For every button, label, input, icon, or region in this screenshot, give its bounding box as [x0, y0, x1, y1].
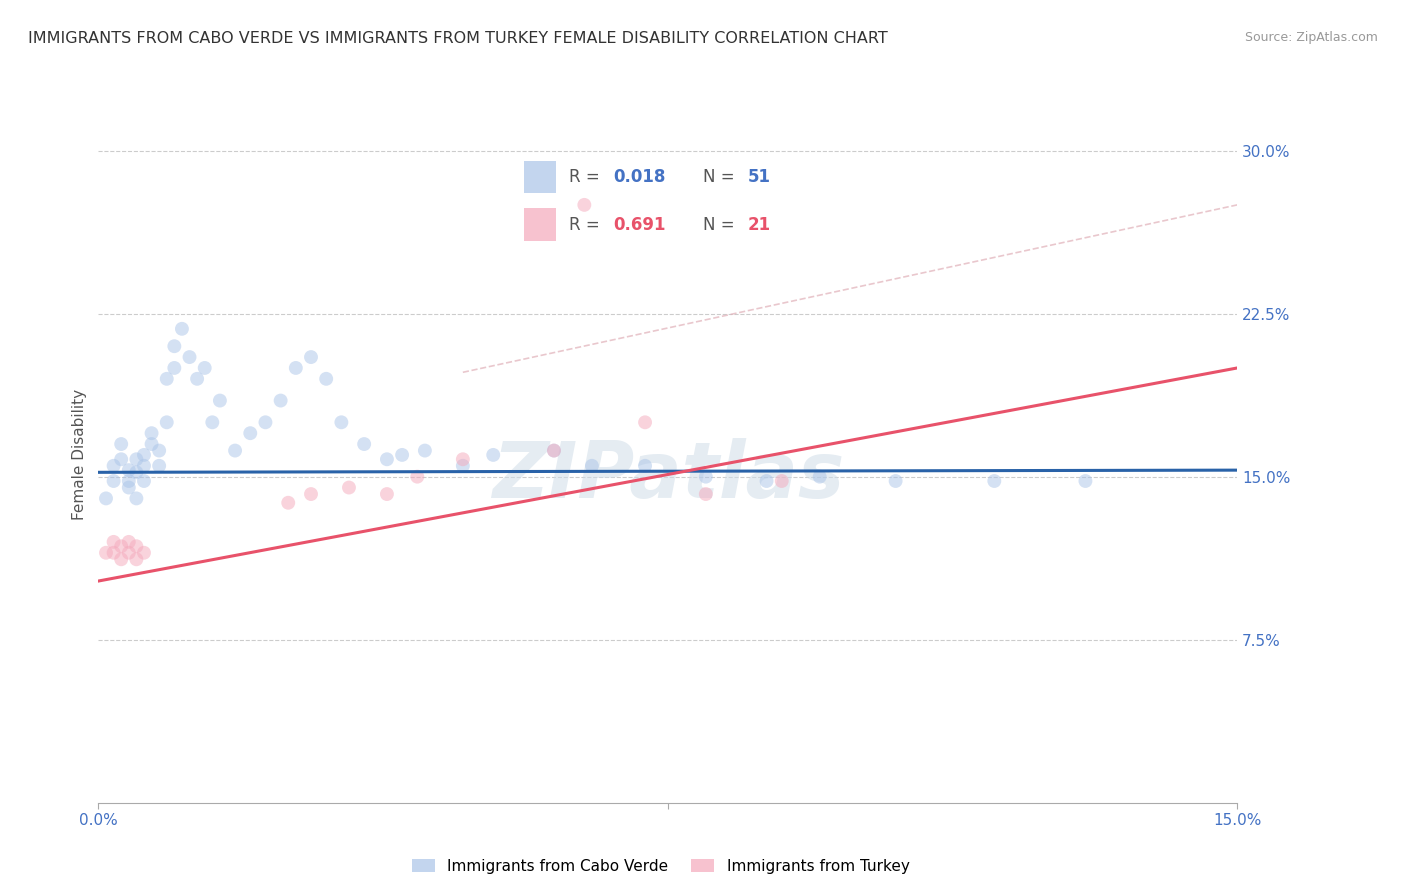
Point	[118, 463, 141, 477]
Point	[755, 474, 778, 488]
Point	[125, 452, 148, 467]
Legend: Immigrants from Cabo Verde, Immigrants from Turkey: Immigrants from Cabo Verde, Immigrants f…	[406, 853, 915, 880]
Point	[1074, 474, 1097, 488]
Point	[163, 339, 186, 353]
Point	[110, 552, 132, 566]
Point	[808, 469, 831, 483]
Point	[543, 443, 565, 458]
Point	[125, 552, 148, 566]
Point	[239, 426, 262, 441]
Point	[451, 452, 474, 467]
Point	[299, 487, 322, 501]
Text: Source: ZipAtlas.com: Source: ZipAtlas.com	[1244, 31, 1378, 45]
Point	[148, 458, 170, 473]
Point	[110, 539, 132, 553]
Point	[118, 546, 141, 560]
Point	[125, 491, 148, 506]
Point	[141, 437, 163, 451]
Point	[132, 458, 155, 473]
Point	[330, 415, 353, 429]
Point	[103, 474, 125, 488]
Point	[983, 474, 1005, 488]
Point	[277, 496, 299, 510]
Point	[118, 534, 141, 549]
Point	[118, 481, 141, 495]
Point	[179, 350, 201, 364]
Point	[451, 458, 474, 473]
Point	[163, 360, 186, 375]
Point	[375, 452, 398, 467]
Text: IMMIGRANTS FROM CABO VERDE VS IMMIGRANTS FROM TURKEY FEMALE DISABILITY CORRELATI: IMMIGRANTS FROM CABO VERDE VS IMMIGRANTS…	[28, 31, 887, 46]
Point	[132, 546, 155, 560]
Point	[375, 487, 398, 501]
Point	[118, 474, 141, 488]
Point	[141, 426, 163, 441]
Point	[148, 443, 170, 458]
Point	[103, 458, 125, 473]
Point	[770, 474, 793, 488]
Point	[224, 443, 246, 458]
Point	[156, 372, 179, 386]
Y-axis label: Female Disability: Female Disability	[72, 389, 87, 521]
Point	[94, 546, 117, 560]
Point	[110, 437, 132, 451]
Point	[103, 534, 125, 549]
Point	[284, 360, 307, 375]
Point	[270, 393, 292, 408]
Point	[581, 458, 603, 473]
Point	[884, 474, 907, 488]
Point	[695, 469, 717, 483]
Point	[94, 491, 117, 506]
Point	[391, 448, 413, 462]
Point	[132, 474, 155, 488]
Point	[299, 350, 322, 364]
Text: ZIPatlas: ZIPatlas	[492, 438, 844, 514]
Point	[634, 458, 657, 473]
Point	[353, 437, 375, 451]
Point	[125, 539, 148, 553]
Point	[170, 322, 193, 336]
Point	[201, 415, 224, 429]
Point	[413, 443, 436, 458]
Point	[574, 198, 596, 212]
Point	[543, 443, 565, 458]
Point	[634, 415, 657, 429]
Point	[125, 466, 148, 480]
Point	[695, 487, 717, 501]
Point	[110, 452, 132, 467]
Point	[482, 448, 505, 462]
Point	[315, 372, 337, 386]
Point	[254, 415, 277, 429]
Point	[337, 481, 360, 495]
Point	[186, 372, 208, 386]
Point	[132, 448, 155, 462]
Point	[406, 469, 429, 483]
Point	[208, 393, 231, 408]
Point	[156, 415, 179, 429]
Point	[103, 546, 125, 560]
Point	[194, 360, 217, 375]
